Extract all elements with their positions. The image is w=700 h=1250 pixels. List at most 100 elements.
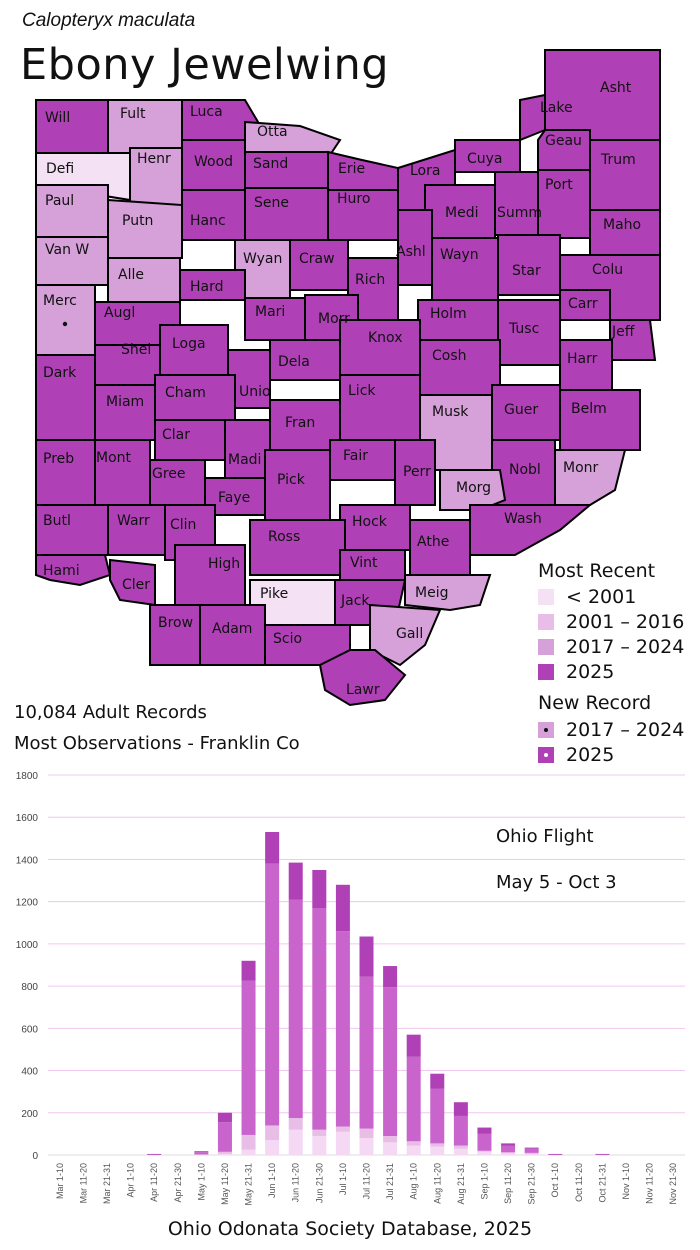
- x-tick-label: Aug 21-31: [456, 1163, 466, 1205]
- county-label: Gree: [152, 466, 186, 482]
- county-hami: [35, 554, 112, 587]
- county-label: Adam: [212, 621, 252, 637]
- county-label: Putn: [122, 213, 153, 229]
- county-label: Port: [545, 177, 573, 193]
- x-tick-label: Sep 1-10: [479, 1163, 489, 1200]
- x-tick-label: Mar 1-10: [55, 1163, 65, 1199]
- bar-segment: [265, 1125, 280, 1141]
- county-label: Maho: [603, 217, 641, 233]
- county-meig: [404, 574, 492, 612]
- county-label: Meig: [415, 585, 448, 601]
- county-label: Henr: [137, 151, 171, 167]
- x-tick-label: Jun 11-20: [291, 1163, 301, 1202]
- county-label: Jack: [340, 593, 370, 609]
- bar-segment: [312, 870, 327, 908]
- county-label: Ashl: [396, 244, 426, 260]
- y-tick-label: 800: [21, 982, 38, 993]
- county-putn: [107, 198, 183, 259]
- bar-segment: [288, 899, 303, 1119]
- county-label: Morr: [318, 311, 350, 327]
- bar-segment: [359, 936, 374, 977]
- county-label: Clin: [170, 517, 196, 533]
- bar-segment: [501, 1153, 516, 1155]
- county-label: Lick: [348, 383, 376, 399]
- x-tick-label: May 21-31: [244, 1163, 254, 1206]
- county-label: Carr: [568, 296, 598, 312]
- legend-label: 2017 – 2024: [566, 636, 685, 658]
- bar-segment: [501, 1143, 516, 1146]
- legend-label: 2001 – 2016: [566, 611, 685, 633]
- county-label: Pick: [277, 472, 306, 488]
- county-label: Gall: [396, 626, 423, 642]
- bar-segment: [241, 1134, 256, 1150]
- bar-segment: [406, 1034, 421, 1057]
- x-tick-label: Apr 11-20: [149, 1163, 159, 1202]
- bar-segment: [383, 966, 398, 988]
- county-label: Fair: [343, 448, 368, 464]
- county-label: Perr: [403, 464, 431, 480]
- tick-layer: 0 200 400 600 800 1000 1200 1400 1600 1800 Mar 1-1…: [16, 771, 678, 1206]
- bar-segment: [194, 1154, 209, 1155]
- bar-segment: [548, 1154, 563, 1155]
- legend-title-most-recent: Most Recent: [538, 560, 656, 582]
- county-label: Hock: [352, 514, 388, 530]
- x-tick-label: Apr 1-10: [126, 1163, 136, 1198]
- bar-segment: [241, 1149, 256, 1155]
- county-label: Sand: [253, 156, 288, 172]
- x-tick-label: Oct 1-10: [550, 1163, 560, 1198]
- bar-segment: [501, 1152, 516, 1154]
- county-label: Alle: [118, 267, 144, 283]
- bar-segment: [430, 1073, 445, 1089]
- new-record-dot: [544, 753, 548, 757]
- bar-segment: [335, 1131, 350, 1155]
- county-label: Faye: [218, 490, 250, 506]
- y-tick-label: 1000: [16, 940, 39, 951]
- bar-segment: [383, 1136, 398, 1143]
- x-tick-label: Aug 11-20: [432, 1163, 442, 1204]
- x-tick-label: Oct 21-31: [597, 1163, 607, 1203]
- y-tick-label: 1400: [16, 855, 39, 866]
- county-label: Lawr: [346, 682, 380, 698]
- records-count: 10,084 Adult Records: [14, 702, 207, 723]
- county-label: Erie: [338, 161, 365, 177]
- county-belm: [559, 389, 641, 451]
- county-label: Augl: [104, 305, 135, 321]
- county-label: Hanc: [190, 213, 226, 229]
- county-high: [174, 544, 246, 606]
- footer-source: Ohio Odonata Society Database, 2025: [167, 1218, 533, 1240]
- bar-segment: [194, 1151, 209, 1153]
- county-trum: [589, 139, 661, 211]
- bar-segment: [595, 1154, 610, 1155]
- legend-item: 2017 – 2024: [538, 636, 684, 658]
- county-label: Jeff: [611, 324, 635, 340]
- x-tick-label: May 1-10: [196, 1163, 206, 1201]
- legend-item: 2025: [538, 661, 614, 683]
- bar-segment: [312, 908, 327, 1130]
- county-label: Butl: [43, 513, 71, 529]
- bar-segment: [217, 1153, 232, 1155]
- county-label: Shel: [121, 342, 151, 358]
- legend-item: 2017 – 2024: [538, 719, 684, 741]
- bar-segment: [477, 1127, 492, 1134]
- legend-label: < 2001: [566, 586, 637, 608]
- county-label: Holm: [430, 306, 467, 322]
- legend-title-new-record: New Record: [538, 692, 652, 714]
- county-label: Paul: [45, 193, 74, 209]
- county-label: Fran: [285, 415, 315, 431]
- bar-segment: [335, 931, 350, 1127]
- county-label: Fult: [120, 106, 146, 122]
- x-tick-label: Oct 11-20: [574, 1163, 584, 1202]
- county-label: Medi: [445, 205, 478, 221]
- county-lawr: [318, 649, 407, 707]
- x-tick-label: Sep 11-20: [503, 1163, 513, 1204]
- county-perr: [394, 439, 436, 506]
- county-label: Huro: [337, 191, 370, 207]
- county-label: Monr: [563, 460, 599, 476]
- county-label: Geau: [545, 133, 582, 149]
- county-label: Brow: [158, 615, 193, 631]
- bar-segment: [406, 1145, 421, 1155]
- county-label: Luca: [190, 104, 223, 120]
- county-label: Dark: [43, 365, 77, 381]
- bar-segment: [335, 884, 350, 932]
- bar-segment: [430, 1143, 445, 1147]
